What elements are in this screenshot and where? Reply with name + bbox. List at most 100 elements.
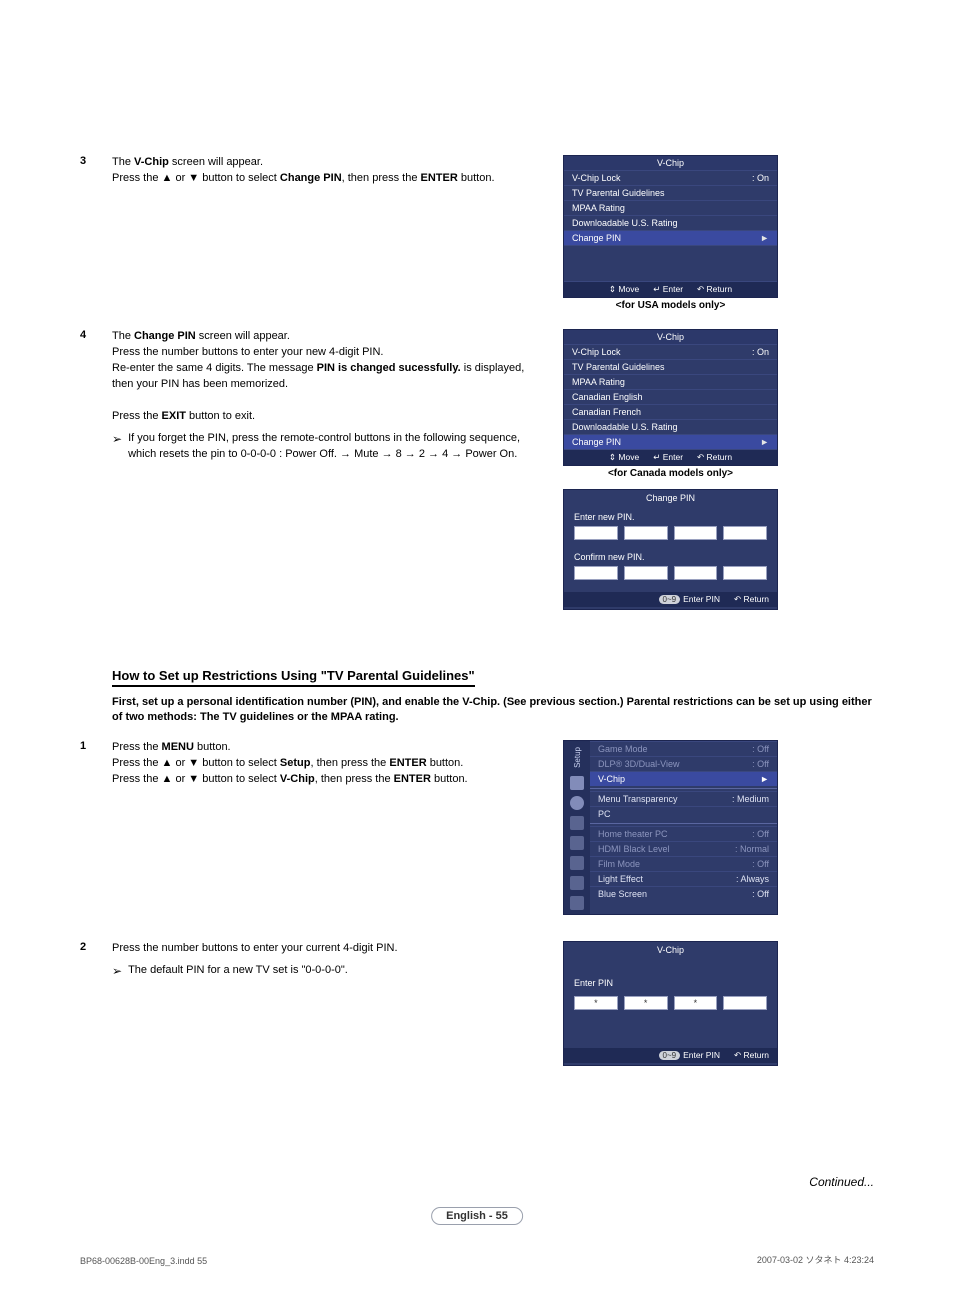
change-pin-confirm-boxes (564, 566, 777, 586)
setup-row[interactable]: Home theater PC: Off (590, 826, 777, 841)
pin-box[interactable]: * (674, 996, 718, 1010)
pin-box[interactable] (674, 526, 718, 540)
step-3-line-1: The V-Chip screen will appear. (112, 155, 545, 171)
setup-row[interactable]: Film Mode : Off (590, 856, 777, 871)
osd-row-label: Change PIN (572, 233, 621, 243)
osd-row-value: : On (752, 347, 769, 357)
step-4-note-text: If you forget the PIN, press the remote-… (128, 431, 545, 463)
osd-row[interactable]: MPAA Rating (564, 200, 777, 215)
osd-row-label: TV Parental Guidelines (572, 188, 665, 198)
setup-row[interactable]: Light Effect : Always (590, 871, 777, 886)
setup-row-label: Menu Transparency (598, 794, 678, 804)
osd-usa-foot: ⇕ Move ↵ Enter ↶ Return (564, 281, 777, 297)
setup-row-value: : Medium (732, 794, 769, 804)
pin-box[interactable] (574, 566, 618, 580)
osd-row[interactable]: Downloadable U.S. Rating (564, 215, 777, 230)
setup-row-value: : Always (736, 874, 769, 884)
step-b1-num: 1 (80, 740, 98, 915)
setup-row-label: V-Chip (598, 774, 625, 784)
setup-row-value: ► (760, 774, 769, 784)
setup-body: Game Mode: OffDLP® 3D/Dual-View: OffV-Ch… (590, 741, 777, 914)
osd-usa-pad (564, 245, 777, 281)
osd-row[interactable]: Downloadable U.S. Rating (564, 419, 777, 434)
setup-row-label: HDMI Black Level (598, 844, 670, 854)
setup-row[interactable]: Menu Transparency : Medium (590, 791, 777, 806)
osd-row[interactable]: Canadian French (564, 404, 777, 419)
osd-row[interactable]: TV Parental Guidelines (564, 359, 777, 374)
osd-can: V-Chip V-Chip Lock: OnTV Parental Guidel… (563, 329, 778, 466)
step-b1-text: Press the MENU button. Press the ▲ or ▼ … (112, 740, 545, 915)
osd-row[interactable]: MPAA Rating (564, 374, 777, 389)
setup-row-value: : Off (752, 759, 769, 769)
gear-icon (570, 796, 584, 810)
osd-row[interactable]: Change PIN ► (564, 230, 777, 245)
pin-box[interactable] (723, 996, 767, 1010)
setup-row-label: PC (598, 809, 611, 819)
enter-pin-panel: V-Chip Enter PIN * * * 0~9Enter PIN ↶ Re… (563, 941, 778, 1066)
pin-box[interactable] (723, 566, 767, 580)
step-b1-textcol: 1 Press the MENU button. Press the ▲ or … (80, 740, 545, 915)
step-4-line-2: Press the number buttons to enter your n… (112, 345, 545, 361)
setup-row-value: : Off (752, 859, 769, 869)
speaker-icon (570, 816, 584, 830)
osd-row-label: MPAA Rating (572, 377, 625, 387)
change-pin-enter-label: Enter new PIN. (564, 506, 777, 526)
step-4-row: 4 The Change PIN screen will appear. Pre… (80, 329, 874, 610)
setup-row[interactable]: PC (590, 806, 777, 821)
setup-row[interactable]: DLP® 3D/Dual-View: Off (590, 756, 777, 771)
osd-row[interactable]: V-Chip Lock: On (564, 344, 777, 359)
setup-row-value: : Off (752, 744, 769, 754)
foot-enter: ↵ Enter (653, 284, 683, 295)
continued-label: Continued... (809, 1175, 874, 1189)
note-icon: ➢ (112, 963, 122, 980)
setup-tab-label: Setup (573, 745, 582, 770)
osd-row[interactable]: TV Parental Guidelines (564, 185, 777, 200)
setup-row-label: Film Mode (598, 859, 640, 869)
foot-enterpin: 0~9Enter PIN (659, 1050, 720, 1061)
clock-icon (570, 836, 584, 850)
setup-row-label: Home theater PC (598, 829, 668, 839)
section-heading: How to Set up Restrictions Using "TV Par… (112, 668, 475, 687)
setup-sidebar: Setup (564, 741, 590, 914)
step-b1-line-3: Press the ▲ or ▼ button to select V-Chip… (112, 772, 545, 788)
setup-row[interactable]: V-Chip ► (590, 771, 777, 786)
power-icon (570, 896, 584, 910)
pin-box[interactable] (624, 566, 668, 580)
enter-pin-label: Enter PIN (564, 972, 777, 992)
setup-row[interactable]: Game Mode : Off (590, 741, 777, 756)
setup-row[interactable]: Blue Screen: Off (590, 886, 777, 901)
step-b2-text: Press the number buttons to enter your c… (112, 941, 545, 1066)
step-4-text: The Change PIN screen will appear. Press… (112, 329, 545, 463)
pin-box[interactable] (624, 526, 668, 540)
osd-row-label: TV Parental Guidelines (572, 362, 665, 372)
osd-usa: V-Chip V-Chip Lock: On TV Parental Guidel… (563, 155, 778, 298)
step-3-row: 3 The V-Chip screen will appear. Press t… (80, 155, 874, 321)
change-pin-title: Change PIN (564, 490, 777, 506)
step-4-note: ➢ If you forget the PIN, press the remot… (112, 431, 545, 463)
osd-can-cap: <for Canada models only> (563, 468, 778, 479)
setup-row-label: Game Mode (598, 744, 648, 754)
osd-row-value: ► (760, 233, 769, 243)
pin-box[interactable] (574, 526, 618, 540)
step-4-after: Press the EXIT button to exit. (112, 409, 545, 425)
foot-return: ↶ Return (697, 284, 732, 295)
step-b2-figcol: V-Chip Enter PIN * * * 0~9Enter PIN ↶ Re… (563, 941, 778, 1066)
osd-row-label: Downloadable U.S. Rating (572, 218, 678, 228)
step-b1-row: 1 Press the MENU button. Press the ▲ or … (80, 740, 874, 915)
setup-row-label: Light Effect (598, 874, 643, 884)
osd-usa-title: V-Chip (564, 156, 777, 170)
pin-box[interactable] (723, 526, 767, 540)
osd-row-label: Change PIN (572, 437, 621, 447)
osd-row[interactable]: V-Chip Lock: On (564, 170, 777, 185)
pin-box[interactable] (674, 566, 718, 580)
step-b2-num: 2 (80, 941, 98, 1066)
setup-menu: Setup Game Mode: OffDLP® 3D/Dual-View: O… (563, 740, 778, 915)
osd-row[interactable]: Canadian English (564, 389, 777, 404)
osd-row[interactable]: Change PIN► (564, 434, 777, 449)
footer-right: 2007-03-02 ソタネト 4:23:24 (757, 1253, 874, 1266)
pin-box[interactable]: * (574, 996, 618, 1010)
setup-row[interactable]: HDMI Black Level: Normal (590, 841, 777, 856)
step-b1-line-2: Press the ▲ or ▼ button to select Setup,… (112, 756, 545, 772)
pin-box[interactable]: * (624, 996, 668, 1010)
step-b2-note: ➢ The default PIN for a new TV set is "0… (112, 963, 545, 980)
